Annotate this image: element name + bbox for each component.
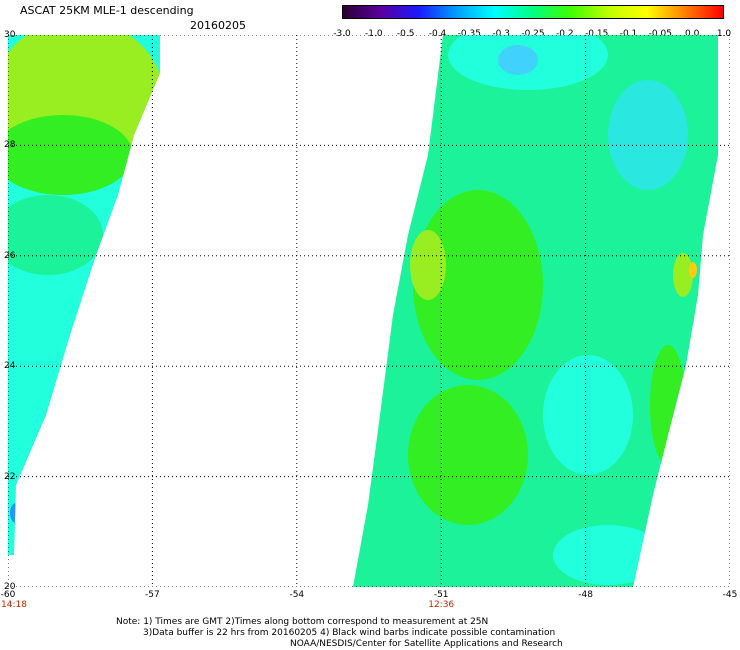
- latitude-tick-label: 26: [4, 250, 16, 261]
- color-scale-tick-label: 1.0: [716, 29, 732, 39]
- color-scale-tick-label: 0.0: [684, 29, 700, 39]
- wind-cyan-south: [553, 525, 663, 585]
- wind-cyan-east: [608, 80, 688, 190]
- product-date: 20160205: [190, 19, 246, 32]
- longitude-tick-label: -57: [145, 590, 160, 600]
- wind-yellow-spot: [689, 262, 697, 278]
- wind-green-patch: [8, 115, 133, 195]
- wind-blue-north: [498, 45, 538, 75]
- color-scale-tick-label: -0.35: [457, 29, 481, 39]
- wind-green-east: [650, 345, 686, 465]
- wind-yellowgreen-east: [673, 253, 693, 297]
- wind-green-central: [413, 190, 543, 380]
- color-scale-tick-label: -0.25: [521, 29, 545, 39]
- latitude-tick-label: 30: [4, 30, 16, 40]
- color-scale-tick-label: -0.4: [428, 29, 447, 39]
- note-line-3: NOAA/NESDIS/Center for Satellite Applica…: [290, 639, 563, 649]
- color-scale-tick-label: -0.3: [492, 29, 510, 39]
- wind-seagreen-patch: [8, 195, 103, 275]
- wind-blue-patch: [10, 503, 22, 523]
- note-line-1: Note: 1) Times are GMT 2)Times along bot…: [116, 617, 489, 627]
- wind-yellowgreen-west: [410, 230, 446, 300]
- product-title: ASCAT 25KM MLE-1 descending: [20, 4, 194, 17]
- longitude-tick-label: -54: [289, 590, 305, 600]
- swath-time-label: 14:18: [1, 600, 27, 610]
- map-panel: [8, 35, 730, 587]
- swath-time-label: 12:36: [428, 600, 455, 610]
- color-scale-bar: [342, 5, 724, 19]
- color-scale-tick-label: -0.2: [556, 29, 574, 39]
- wind-green-south: [408, 385, 528, 525]
- color-scale-tick-label: -1.0: [365, 29, 383, 39]
- color-scale-tick-label: -0.5: [396, 29, 415, 39]
- wind-cyan-southeast: [543, 355, 633, 475]
- color-scale-tick-label: -3.0: [333, 29, 351, 39]
- color-scale-tick-label: -0.15: [585, 29, 609, 39]
- longitude-tick-label: -60: [0, 590, 16, 600]
- note-line-2: 3)Data buffer is 22 hrs from 20160205 4)…: [143, 628, 556, 638]
- longitude-tick-label: -48: [578, 590, 593, 600]
- latitude-tick-label: 28: [4, 140, 16, 151]
- latitude-tick-label: 24: [4, 361, 16, 372]
- longitude-tick-label: -51: [433, 590, 449, 600]
- longitude-tick-label: -45: [722, 590, 738, 600]
- color-scale-tick-label: -0.1: [619, 29, 638, 39]
- latitude-tick-label: 20: [4, 582, 16, 592]
- right-swath: [353, 35, 718, 587]
- latitude-tick-label: 22: [4, 471, 16, 482]
- color-scale-tick-label: -0.05: [648, 29, 672, 39]
